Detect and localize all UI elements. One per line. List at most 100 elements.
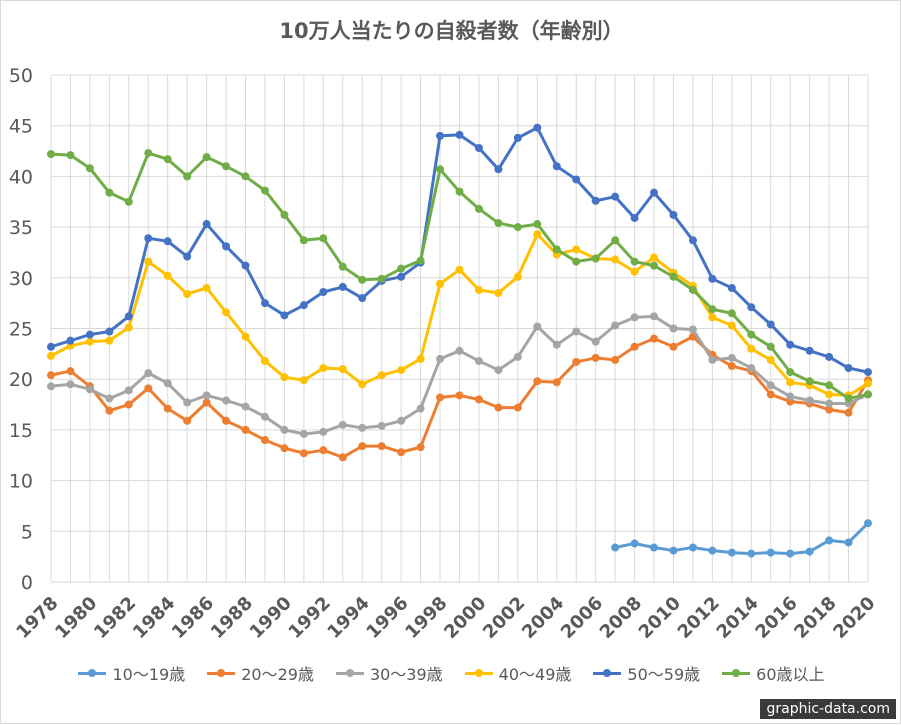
data-point <box>766 548 775 557</box>
data-point <box>338 420 347 429</box>
data-point <box>260 299 269 308</box>
data-point <box>319 446 328 455</box>
data-point <box>377 371 386 380</box>
data-point <box>397 264 406 273</box>
data-point <box>864 390 872 399</box>
data-point <box>650 253 659 262</box>
data-point <box>202 283 211 292</box>
data-point <box>572 327 581 336</box>
x-tick-label: 2006 <box>557 593 607 643</box>
x-tick-label: 1998 <box>401 593 451 643</box>
legend-item: 10〜19歳 <box>78 661 185 685</box>
data-point <box>650 188 659 197</box>
data-point <box>513 352 522 361</box>
data-point <box>144 369 153 378</box>
data-point <box>397 366 406 375</box>
data-point <box>494 165 503 174</box>
data-point <box>513 272 522 281</box>
data-point <box>416 404 425 413</box>
data-point <box>397 416 406 425</box>
y-tick-label: 25 <box>9 319 33 341</box>
data-point <box>805 547 814 556</box>
data-point <box>144 149 153 158</box>
data-point <box>202 153 211 162</box>
data-point <box>47 342 55 351</box>
data-point <box>766 320 775 329</box>
data-point <box>338 282 347 291</box>
data-point <box>572 175 581 184</box>
y-tick-label: 30 <box>9 268 33 290</box>
data-point <box>766 381 775 390</box>
legend-item: 20〜29歳 <box>207 661 314 685</box>
data-point <box>222 162 231 171</box>
data-point <box>611 321 620 330</box>
data-point <box>766 355 775 364</box>
data-point <box>708 305 717 314</box>
data-point <box>494 289 503 298</box>
x-tick-label: 1990 <box>246 593 296 643</box>
data-point <box>727 321 736 330</box>
data-point <box>299 301 308 310</box>
x-tick-label: 2000 <box>440 593 490 643</box>
y-tick-label: 20 <box>9 369 33 391</box>
data-point <box>144 234 153 243</box>
data-point <box>513 403 522 412</box>
data-point <box>377 421 386 430</box>
data-point <box>47 371 55 380</box>
data-point <box>280 311 289 320</box>
data-point <box>572 257 581 266</box>
data-point <box>825 352 834 361</box>
data-point <box>358 294 367 303</box>
data-point <box>786 378 795 387</box>
data-point <box>338 365 347 374</box>
data-point <box>416 354 425 363</box>
data-point <box>630 257 639 266</box>
y-tick-label: 15 <box>9 420 33 442</box>
data-point <box>455 391 464 400</box>
y-tick-label: 10 <box>9 471 33 493</box>
data-point <box>533 230 542 239</box>
data-point <box>494 366 503 375</box>
data-point <box>611 355 620 364</box>
data-point <box>66 151 75 160</box>
x-tick-label: 1978 <box>12 593 62 643</box>
data-point <box>591 337 600 346</box>
y-tick-label: 45 <box>9 116 33 138</box>
data-point <box>572 357 581 366</box>
data-point <box>105 406 114 415</box>
data-point <box>436 393 445 402</box>
data-point <box>183 416 192 425</box>
data-point <box>533 220 542 229</box>
x-tick-label: 2004 <box>518 593 568 643</box>
x-tick-label: 1996 <box>362 593 412 643</box>
data-point <box>688 236 697 245</box>
data-point <box>163 271 172 280</box>
data-point <box>727 309 736 318</box>
data-point <box>280 210 289 219</box>
data-point <box>202 220 211 229</box>
data-point <box>358 442 367 451</box>
data-point <box>436 131 445 140</box>
y-tick-label: 0 <box>21 572 33 594</box>
data-point <box>280 425 289 434</box>
data-point <box>747 344 756 353</box>
data-point <box>708 274 717 283</box>
data-point <box>650 312 659 321</box>
data-point <box>241 261 250 270</box>
data-point <box>377 274 386 283</box>
data-point <box>474 204 483 213</box>
data-point <box>280 444 289 453</box>
data-point <box>455 265 464 274</box>
data-point <box>163 237 172 246</box>
data-point <box>747 330 756 339</box>
y-tick-label: 40 <box>9 166 33 188</box>
data-point <box>825 536 834 545</box>
data-point <box>319 287 328 296</box>
data-point <box>513 223 522 232</box>
data-point <box>552 378 561 387</box>
x-tick-label: 1994 <box>323 593 373 643</box>
data-point <box>805 346 814 355</box>
data-point <box>533 377 542 386</box>
x-tick-label: 2012 <box>674 593 724 643</box>
data-point <box>163 404 172 413</box>
